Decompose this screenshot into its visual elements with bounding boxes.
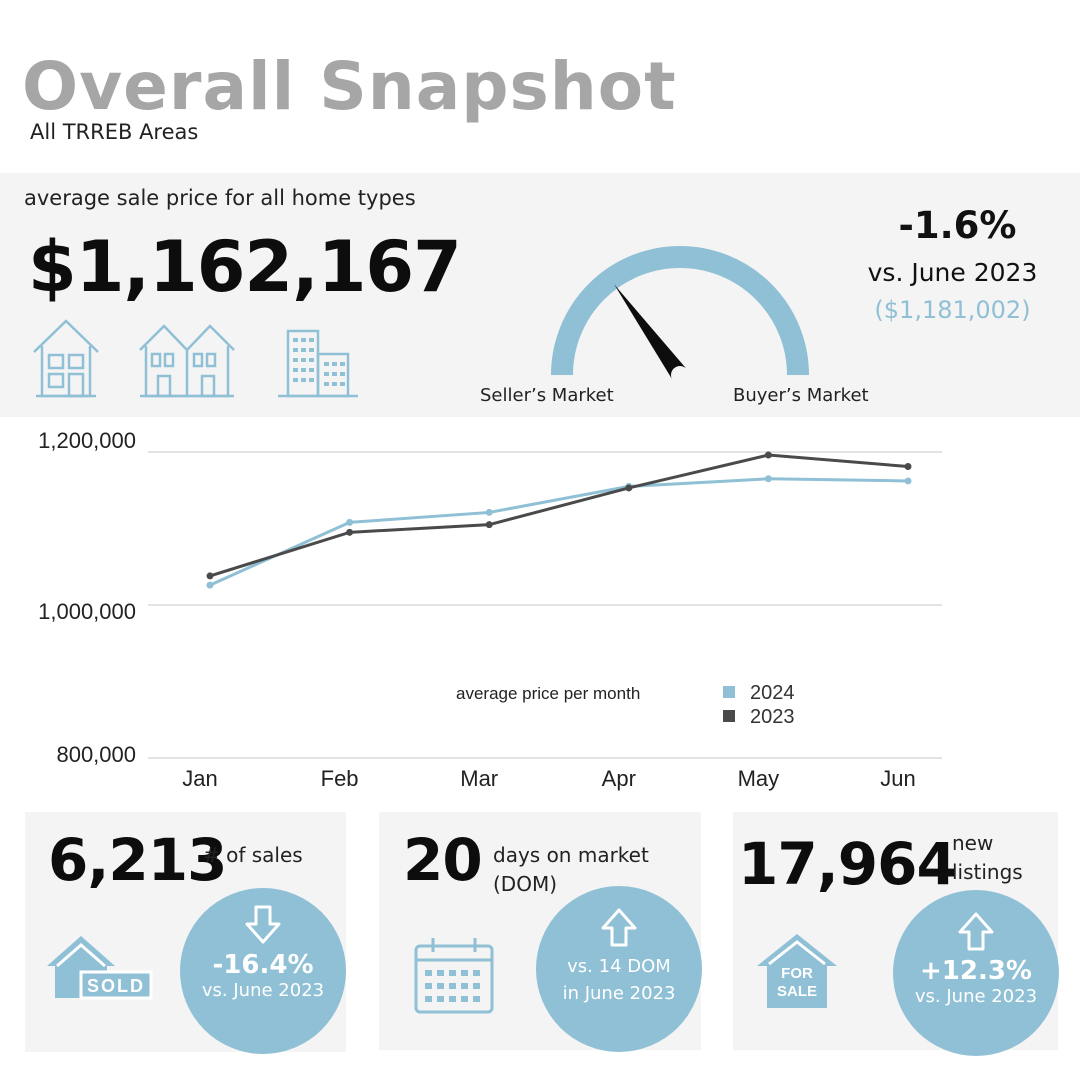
for-sale-line2: SALE	[777, 983, 817, 1000]
page-subtitle: All TRREB Areas	[30, 120, 199, 144]
data-point-2024	[904, 477, 912, 485]
x-tick-label: Apr	[602, 766, 636, 791]
data-point-2024	[206, 581, 214, 589]
calendar-icon	[414, 938, 494, 1014]
price-change-percent: -1.6%	[898, 204, 1017, 247]
legend-label-2024: 2024	[750, 682, 795, 704]
price-label: average sale price for all home types	[24, 186, 416, 210]
for-sale-line1: FOR	[781, 965, 813, 982]
x-tick-label: Feb	[321, 766, 359, 791]
data-point-2023	[206, 572, 214, 580]
average-price-chart: 1,200,000 1,000,000 800,000 Jan Feb Mar Apr Ma…	[38, 428, 942, 791]
price-change-comparison: vs. June 2023	[867, 258, 1038, 287]
house-icon	[33, 319, 99, 398]
x-tick-label: May	[738, 766, 780, 791]
dom-change-line2: in June 2023	[562, 983, 676, 1004]
sales-change-circle: -16.4% vs. June 2023	[180, 888, 346, 1054]
legend-swatch-2023	[723, 710, 735, 722]
sellers-market-label: Seller’s Market	[480, 385, 614, 406]
series-line-2023	[209, 453, 909, 578]
sold-sign-text: SOLD	[87, 976, 145, 996]
data-point-2023	[485, 521, 493, 529]
buyers-market-label: Buyer’s Market	[733, 385, 869, 406]
dom-value: 20	[403, 826, 483, 894]
dom-change-circle: vs. 14 DOM in June 2023	[536, 886, 702, 1052]
sales-label: # of sales	[203, 843, 303, 867]
listings-change-value: +12.3%	[920, 956, 1032, 986]
legend-title: average price per month	[456, 684, 640, 703]
market-gauge	[551, 246, 809, 381]
y-tick-label: 800,000	[56, 742, 136, 767]
sold-sign-icon: SOLD	[47, 936, 153, 1000]
data-point-2023	[764, 451, 772, 459]
data-point-2024	[346, 518, 354, 526]
sales-change-comparison: vs. June 2023	[201, 980, 325, 1001]
listings-label-line2: listings	[952, 860, 1023, 884]
dom-change-line1: vs. 14 DOM	[567, 956, 671, 977]
listings-change-circle: +12.3% vs. June 2023	[893, 890, 1059, 1056]
data-point-2023	[625, 484, 633, 492]
arrow-down-icon	[245, 905, 281, 944]
x-tick-label: Mar	[460, 766, 498, 791]
data-point-2024	[485, 508, 493, 516]
for-sale-sign-icon: FOR SALE	[757, 934, 837, 1008]
gauge-needle	[614, 284, 688, 381]
x-tick-label: Jun	[880, 766, 915, 791]
y-tick-label: 1,000,000	[38, 599, 136, 624]
townhouse-icon	[139, 324, 235, 398]
legend-swatch-2024	[723, 686, 735, 698]
sales-change-value: -16.4%	[212, 950, 314, 980]
data-point-2024	[764, 475, 772, 483]
data-point-2023	[904, 463, 912, 471]
x-tick-label: Jan	[182, 766, 217, 791]
new-listings-count: 17,964	[738, 830, 957, 898]
arrow-up-icon	[958, 912, 994, 951]
sales-count: 6,213	[48, 826, 227, 894]
data-point-2023	[346, 528, 354, 536]
listings-change-comparison: vs. June 2023	[914, 986, 1038, 1007]
price-value: $1,162,167	[28, 226, 462, 308]
listings-label-line1: new	[952, 831, 994, 855]
dom-label-line1: days on market	[493, 843, 649, 867]
condo-building-icon	[278, 329, 358, 398]
legend-label-2023: 2023	[750, 706, 795, 728]
previous-year-price: ($1,181,002)	[874, 296, 1031, 324]
series-line-2024	[209, 477, 909, 587]
page-title: Overall Snapshot	[22, 48, 677, 125]
y-tick-label: 1,200,000	[38, 428, 136, 453]
arrow-up-icon	[601, 908, 637, 947]
price-panel	[0, 173, 1080, 417]
